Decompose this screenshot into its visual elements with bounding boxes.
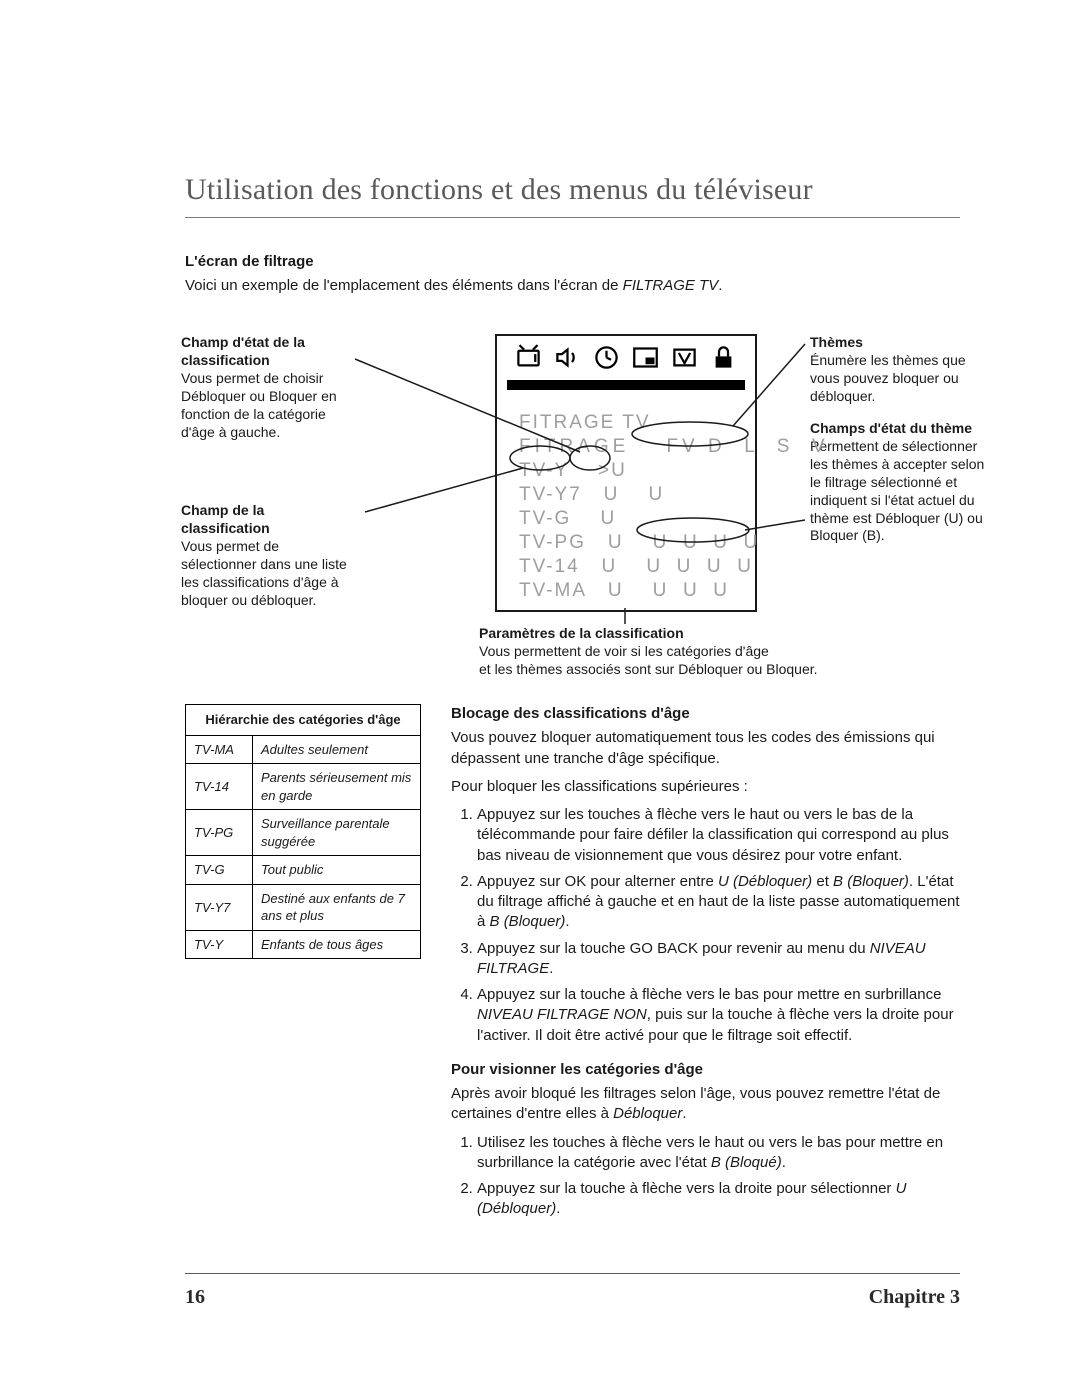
callout-status-body: Vous permet de choisir Débloquer ou Bloq… bbox=[181, 370, 337, 440]
intro-text: Voici un exemple de l'emplacement des él… bbox=[185, 276, 960, 296]
view-p1: Après avoir bloqué les filtrages selon l… bbox=[451, 1084, 960, 1125]
rating-desc: Enfants de tous âges bbox=[253, 930, 421, 959]
block-heading: Blocage des classifications d'âge bbox=[451, 704, 960, 724]
page-number: 16 bbox=[185, 1284, 205, 1311]
rating-desc: Adultes seulement bbox=[253, 735, 421, 764]
callout-params-body1: Vous permettent de voir si les catégorie… bbox=[479, 643, 769, 659]
callout-themes-title: Thèmes bbox=[810, 334, 863, 350]
osd-header-row: FITRAGE FV D L S V bbox=[519, 434, 829, 458]
callout-themes: Thèmes Énumère les thèmes que vous pouve… bbox=[810, 334, 980, 406]
osd-row: TV-G U bbox=[519, 506, 829, 530]
vchip-icon bbox=[671, 344, 698, 371]
table-row: TV-Y7Destiné aux enfants de 7 ans et plu… bbox=[186, 884, 421, 930]
rating-desc: Surveillance parentale suggérée bbox=[253, 810, 421, 856]
lock-icon bbox=[710, 344, 737, 371]
title-rule bbox=[185, 217, 960, 218]
list-item: Appuyez sur la touche GO BACK pour reven… bbox=[477, 939, 960, 980]
rating-code: TV-Y7 bbox=[186, 884, 253, 930]
osd-blackbar bbox=[507, 380, 745, 390]
view-heading: Pour visionner les catégories d'âge bbox=[451, 1060, 960, 1080]
osd-text: FITRAGE TV FITRAGE FV D L S V TV-Y >U TV… bbox=[519, 410, 829, 602]
list-item: Appuyez sur les touches à flèche vers le… bbox=[477, 805, 960, 866]
callout-status-field: Champ d'état de la classification Vous p… bbox=[181, 334, 346, 441]
rating-code: TV-G bbox=[186, 856, 253, 885]
osd-box: FITRAGE TV FITRAGE FV D L S V TV-Y >U TV… bbox=[495, 334, 757, 612]
rating-desc: Parents sérieusement mis en garde bbox=[253, 764, 421, 810]
view-p1-post: . bbox=[682, 1105, 686, 1122]
block-steps: Appuyez sur les touches à flèche vers le… bbox=[451, 805, 960, 1046]
osd-row: TV-Y >U bbox=[519, 458, 829, 482]
osd-row: TV-14 U U U U U bbox=[519, 554, 829, 578]
tv-icon bbox=[515, 344, 542, 371]
rating-code: TV-MA bbox=[186, 735, 253, 764]
callout-class-body: Vous permet de sélectionner dans une lis… bbox=[181, 538, 347, 608]
osd-row: TV-Y7 U U bbox=[519, 482, 829, 506]
diagram-area: Champ d'état de la classification Vous p… bbox=[185, 324, 960, 684]
osd-icon-row bbox=[497, 344, 755, 371]
clock-icon bbox=[593, 344, 620, 371]
view-steps: Utilisez les touches à flèche vers le ha… bbox=[451, 1133, 960, 1220]
callout-theme-status-title: Champs d'état du thème bbox=[810, 420, 972, 436]
callout-status-title: Champ d'état de la classification bbox=[181, 334, 305, 368]
list-item: Appuyez sur la touche à flèche vers la d… bbox=[477, 1179, 960, 1220]
table-row: TV-MAAdultes seulement bbox=[186, 735, 421, 764]
callout-theme-status-body: Permettent de sélectionner les thèmes à … bbox=[810, 438, 984, 544]
view-p1-pre: Après avoir bloqué les filtrages selon l… bbox=[451, 1085, 940, 1122]
intro-pre: Voici un exemple de l'emplacement des él… bbox=[185, 277, 623, 294]
section-heading: L'écran de filtrage bbox=[185, 252, 960, 272]
list-item: Appuyez sur la touche à flèche vers le b… bbox=[477, 985, 960, 1046]
hierarchy-table: Hiérarchie des catégories d'âge TV-MAAdu… bbox=[185, 704, 421, 959]
speaker-icon bbox=[554, 344, 581, 371]
table-row: TV-GTout public bbox=[186, 856, 421, 885]
list-item: Utilisez les touches à flèche vers le ha… bbox=[477, 1133, 960, 1174]
table-row: TV-YEnfants de tous âges bbox=[186, 930, 421, 959]
view-p1-ital: Débloquer bbox=[613, 1105, 682, 1122]
osd-row: TV-MA U U U U bbox=[519, 578, 829, 602]
block-p2: Pour bloquer les classifications supérie… bbox=[451, 777, 960, 797]
osd-title: FITRAGE TV bbox=[519, 410, 829, 434]
table-row: TV-PGSurveillance parentale suggérée bbox=[186, 810, 421, 856]
pip-icon bbox=[632, 344, 659, 371]
callout-themes-body: Énumère les thèmes que vous pouvez bloqu… bbox=[810, 352, 966, 404]
intro-ital: FILTRAGE TV bbox=[623, 277, 719, 294]
hierarchy-header: Hiérarchie des catégories d'âge bbox=[186, 705, 421, 736]
rating-code: TV-14 bbox=[186, 764, 253, 810]
callout-class-field: Champ de la classification Vous permet d… bbox=[181, 502, 356, 609]
rating-desc: Destiné aux enfants de 7 ans et plus bbox=[253, 884, 421, 930]
callout-params-body2: et les thèmes associés sont sur Débloque… bbox=[479, 661, 818, 677]
callout-params-title: Paramètres de la classification bbox=[479, 625, 684, 641]
rating-code: TV-PG bbox=[186, 810, 253, 856]
rating-desc: Tout public bbox=[253, 856, 421, 885]
block-p1: Vous pouvez bloquer automatiquement tous… bbox=[451, 728, 960, 769]
chapter-label: Chapitre 3 bbox=[869, 1284, 960, 1311]
list-item: Appuyez sur OK pour alterner entre U (Dé… bbox=[477, 872, 960, 933]
callout-theme-status: Champs d'état du thème Permettent de sél… bbox=[810, 420, 990, 545]
footer-rule bbox=[185, 1273, 960, 1274]
table-row: TV-14Parents sérieusement mis en garde bbox=[186, 764, 421, 810]
callout-class-title: Champ de la classification bbox=[181, 502, 270, 536]
intro-post: . bbox=[718, 277, 722, 294]
page-title: Utilisation des fonctions et des menus d… bbox=[185, 170, 960, 211]
osd-row: TV-PG U U U U U bbox=[519, 530, 829, 554]
callout-params: Paramètres de la classification Vous per… bbox=[479, 624, 818, 679]
rating-code: TV-Y bbox=[186, 930, 253, 959]
